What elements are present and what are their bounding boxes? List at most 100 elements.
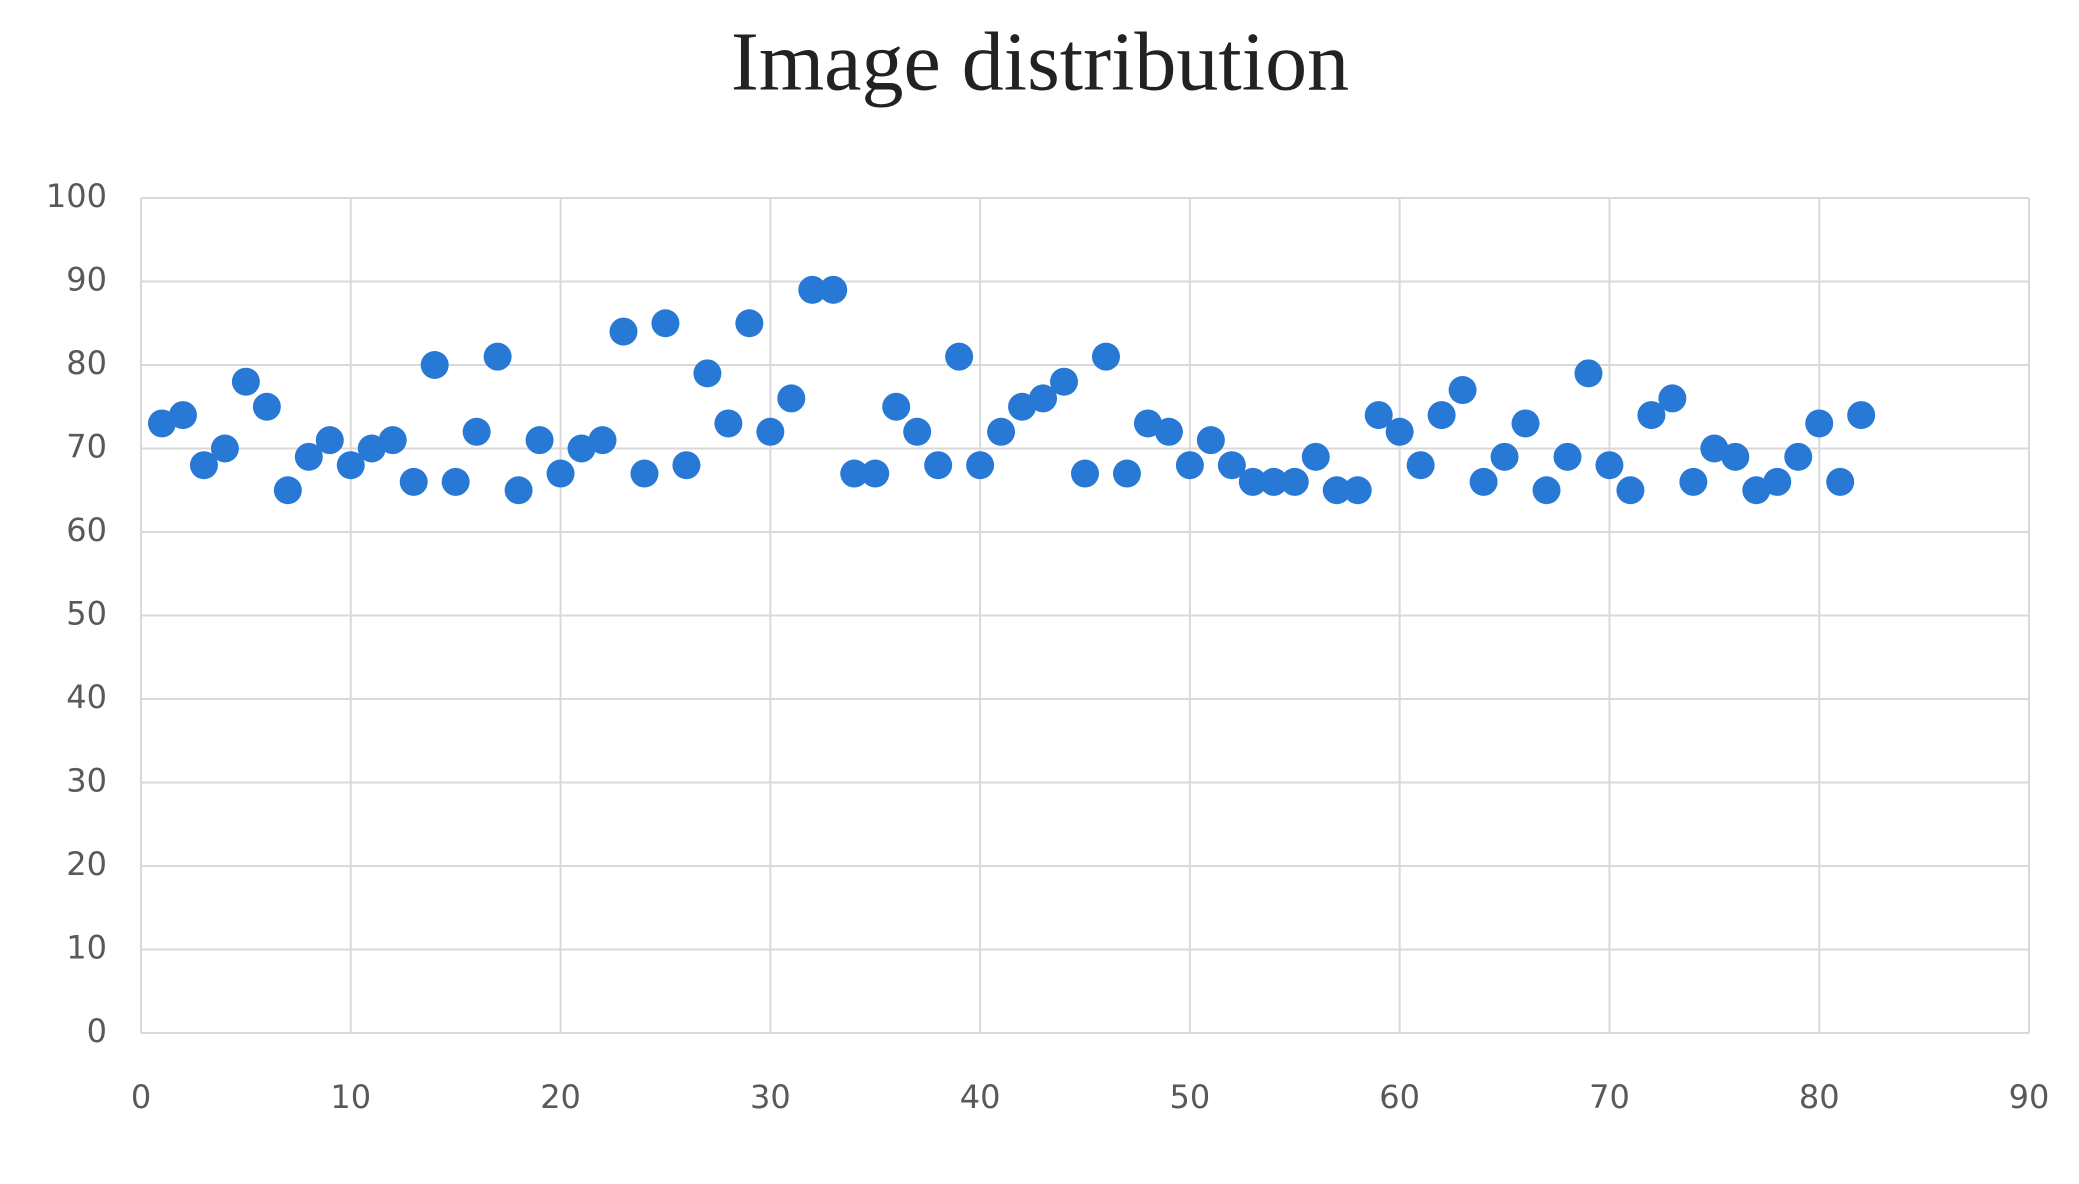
scatter-point <box>1448 376 1477 405</box>
scatter-point <box>1112 459 1141 488</box>
scatter-point <box>861 459 890 488</box>
scatter-point <box>567 434 596 463</box>
scatter-point <box>777 384 806 413</box>
scatter-point <box>1427 401 1456 430</box>
scatter-point <box>1658 384 1687 413</box>
y-tick-label: 100 <box>46 177 107 215</box>
scatter-point <box>546 459 575 488</box>
scatter-point <box>588 426 617 455</box>
scatter-point <box>1196 426 1225 455</box>
scatter-point <box>378 426 407 455</box>
x-tick-label: 40 <box>960 1078 1001 1116</box>
scatter-point <box>1679 467 1708 496</box>
scatter-point <box>1805 409 1834 438</box>
scatter-point <box>1700 434 1729 463</box>
scatter-point <box>651 309 680 338</box>
scatter-point <box>1763 467 1792 496</box>
scatter-point <box>1784 442 1813 471</box>
x-tick-label: 70 <box>1589 1078 1630 1116</box>
scatter-point <box>672 451 701 480</box>
scatter-point <box>1071 459 1099 488</box>
scatter-point <box>1574 359 1603 388</box>
x-tick-label: 20 <box>540 1078 581 1116</box>
y-tick-label: 60 <box>66 511 107 549</box>
scatter-point <box>1280 467 1309 496</box>
y-tick-label: 30 <box>66 762 107 800</box>
scatter-point <box>1259 467 1288 496</box>
scatter-point <box>357 434 386 463</box>
y-tick-label: 10 <box>66 929 107 967</box>
scatter-point <box>273 476 302 505</box>
scatter-point <box>1847 401 1876 430</box>
scatter-point <box>1154 417 1183 446</box>
scatter-point <box>231 367 260 396</box>
x-tick-label: 50 <box>1170 1078 1211 1116</box>
scatter-point <box>1490 442 1519 471</box>
y-tick-label: 40 <box>66 678 107 716</box>
y-tick-label: 50 <box>66 595 107 633</box>
scatter-point <box>294 442 323 471</box>
scatter-point <box>1238 467 1267 496</box>
scatter-point <box>1050 367 1079 396</box>
scatter-point <box>1217 451 1246 480</box>
scatter-point <box>147 409 176 438</box>
scatter-point <box>945 342 974 371</box>
scatter-point <box>756 417 785 446</box>
scatter-point <box>168 401 197 430</box>
scatter-point <box>1721 442 1750 471</box>
scatter-point <box>903 417 932 446</box>
scatter-point <box>1595 451 1624 480</box>
scatter-point <box>798 275 827 304</box>
x-tick-label: 30 <box>750 1078 791 1116</box>
scatter-point <box>882 392 911 421</box>
scatter-point <box>1553 442 1582 471</box>
scatter-point <box>693 359 722 388</box>
scatter-point <box>399 467 428 496</box>
scatter-point <box>441 467 470 496</box>
x-tick-label: 90 <box>2009 1078 2050 1116</box>
scatter-point <box>714 409 743 438</box>
scatter-point <box>1008 392 1037 421</box>
scatter-point <box>966 451 995 480</box>
scatter-point <box>462 417 491 446</box>
scatter-point <box>924 451 953 480</box>
scatter-point <box>210 434 239 463</box>
scatter-point <box>336 451 365 480</box>
scatter-point <box>840 459 869 488</box>
scatter-point <box>420 351 449 379</box>
scatter-point <box>1469 467 1498 496</box>
x-tick-label: 60 <box>1379 1078 1420 1116</box>
x-tick-label: 0 <box>131 1078 151 1116</box>
scatter-point <box>525 426 554 455</box>
x-tick-label: 80 <box>1799 1078 1840 1116</box>
scatter-point <box>1091 342 1120 371</box>
scatter-point <box>1385 417 1414 446</box>
scatter-point <box>1406 451 1435 480</box>
chart-title: Image distribution <box>731 15 1349 108</box>
scatter-point <box>252 392 281 421</box>
scatter-point <box>987 417 1016 446</box>
scatter-point <box>1532 476 1561 505</box>
scatter-point <box>1364 401 1393 430</box>
scatter-point <box>1029 384 1058 413</box>
scatter-point <box>1133 409 1162 438</box>
scatter-point <box>1322 476 1351 505</box>
scatter-point <box>1637 401 1666 430</box>
y-tick-label: 80 <box>66 344 107 382</box>
scatter-point <box>189 451 218 480</box>
scatter-point <box>1742 476 1771 505</box>
scatter-point <box>504 476 533 505</box>
y-tick-label: 20 <box>66 845 107 883</box>
scatter-point <box>819 275 848 304</box>
scatter-point <box>1826 467 1855 496</box>
y-tick-label: 70 <box>66 428 107 466</box>
x-tick-label: 10 <box>330 1078 371 1116</box>
scatter-point <box>315 426 344 455</box>
scatter-point <box>630 459 659 488</box>
scatter-point <box>1175 451 1204 480</box>
scatter-point <box>483 342 512 371</box>
scatter-point <box>1511 409 1540 438</box>
scatter-point <box>735 309 764 338</box>
scatter-point <box>1616 476 1645 505</box>
